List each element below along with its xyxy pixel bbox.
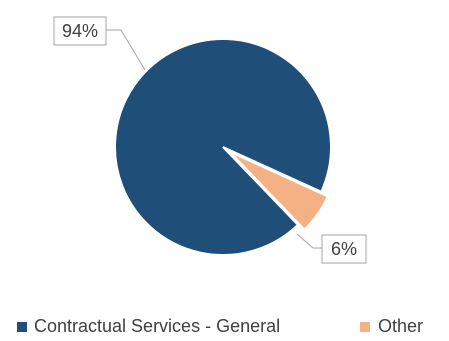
legend-label-other: Other xyxy=(378,316,423,336)
pie-slice-other xyxy=(228,150,330,231)
leader-line-contractual xyxy=(106,29,146,71)
legend: Contractual Services - General Other xyxy=(17,316,423,336)
pie-slices xyxy=(114,38,332,256)
data-label-contractual: 94% xyxy=(53,16,107,46)
data-label-other: 6% xyxy=(321,234,367,264)
legend-swatch-contractual xyxy=(17,322,27,332)
pie-slice-contractual xyxy=(114,38,332,256)
legend-label-contractual: Contractual Services - General xyxy=(34,316,280,336)
data-label-contractual-text: 94% xyxy=(62,21,98,41)
legend-swatch-other xyxy=(360,322,370,332)
data-label-other-text: 6% xyxy=(331,239,357,259)
leader-line-other xyxy=(296,233,322,249)
